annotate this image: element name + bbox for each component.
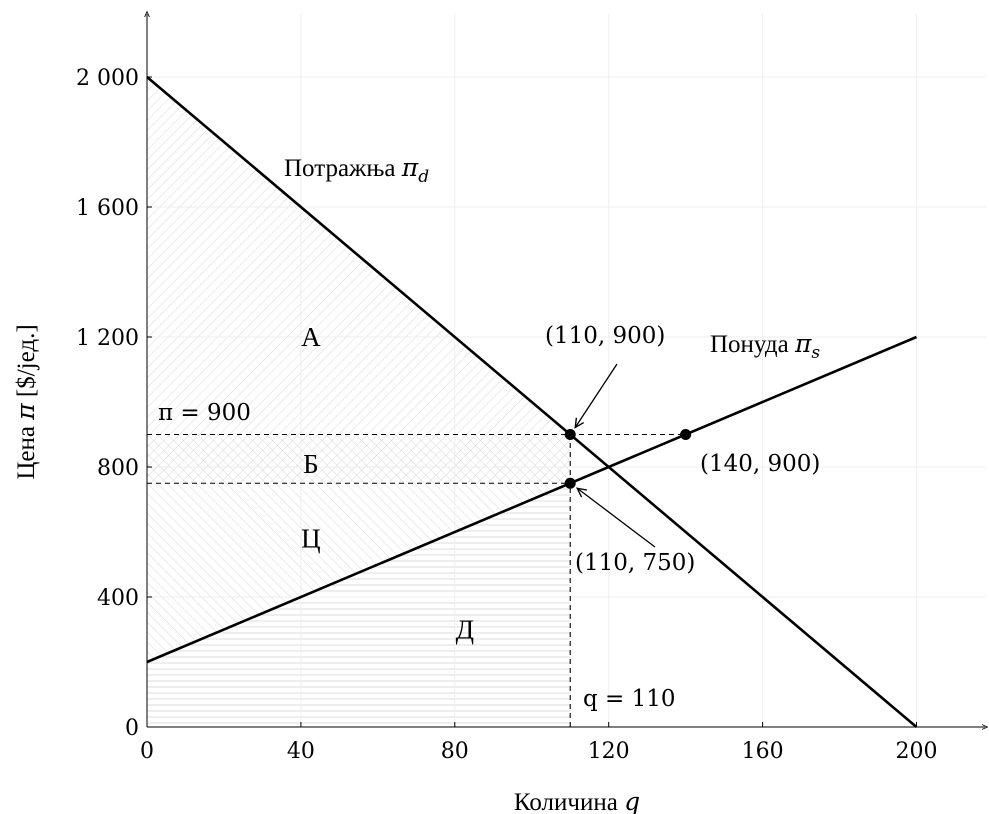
labels: Потражња πd Понуда πs А Б Ц Дπ = 900 q = 110 (1… [158, 153, 820, 712]
x-tick-label-1: 40 [287, 739, 315, 764]
point-label-140-900: (140, 900) [700, 451, 820, 477]
quantity-ref-label: q = 110 [583, 686, 676, 712]
arrow-to-110-900 [574, 363, 618, 429]
x-tick-label-2: 80 [441, 739, 469, 764]
region-b-crosshatch [147, 434, 571, 484]
price-ref-label: π = 900 [158, 400, 251, 426]
demand-label: Потражња πd [284, 153, 429, 187]
y-tick-label-0: 0 [125, 716, 139, 741]
axes [147, 14, 985, 727]
y-tick-label-5: 2 000 [76, 66, 139, 91]
x-tick-label-4: 160 [742, 739, 784, 764]
x-axis-label: Количина q [514, 787, 640, 814]
curves [146, 76, 918, 728]
points [564, 429, 692, 489]
y-tick-label-1: 400 [97, 586, 139, 611]
demand-line [146, 76, 918, 728]
y-tick-label-4: 1 600 [76, 196, 139, 221]
region-label-3: Д [456, 615, 474, 645]
point-label-110-900: (110, 900) [545, 323, 665, 349]
region-label-1: Б [303, 449, 319, 479]
point-140-900 [680, 429, 692, 440]
region-d-fill [147, 483, 571, 727]
y-tick-label-2: 800 [97, 456, 139, 481]
region-label-2: Ц [301, 524, 321, 554]
supply-line [146, 335, 918, 664]
arrow-to-110-750 [576, 487, 656, 548]
x-tick-label-5: 200 [896, 739, 938, 764]
y-axis-label: Цена π [$/јед.] [11, 324, 40, 479]
tick-labels: 0 40 80 120 160 200 0 400 800 1 200 1 600 2 000 Коли… [11, 66, 938, 814]
x-tick-label-0: 0 [140, 739, 154, 764]
supply-label: Понуда πs [710, 329, 820, 363]
point-110-750 [564, 477, 576, 489]
point-110-900 [564, 429, 576, 440]
y-tick-label-3: 1 200 [76, 326, 139, 351]
point-label-110-750: (110, 750) [575, 550, 695, 576]
grid [147, 14, 985, 727]
region-label-0: А [301, 322, 321, 352]
x-tick-label-3: 120 [588, 739, 630, 764]
